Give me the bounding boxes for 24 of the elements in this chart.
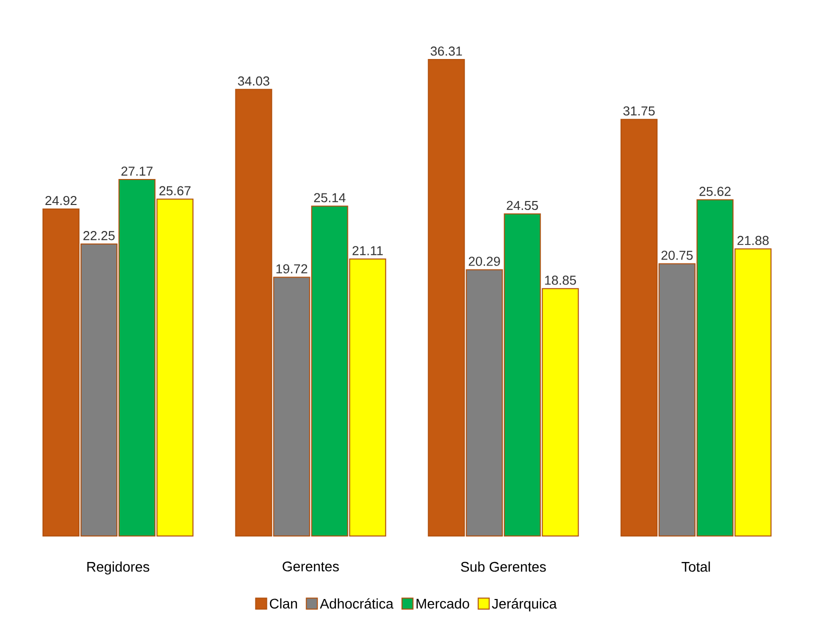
data-label: 31.75: [623, 106, 655, 116]
legend-label: Mercado: [416, 598, 470, 609]
data-label: 34.03: [238, 76, 270, 86]
legend-label: Clan: [270, 598, 297, 609]
data-label: 19.72: [276, 264, 308, 274]
data-label: 25.67: [159, 186, 191, 196]
data-label: 20.29: [468, 256, 500, 266]
data-label: 25.14: [314, 193, 346, 202]
x-tick-label: Sub Gerentes: [460, 562, 546, 572]
legend-label: Jerárquica: [492, 598, 557, 612]
x-tick-label: Regidores: [87, 562, 150, 575]
data-label: 22.25: [83, 231, 115, 240]
data-label: 25.62: [699, 186, 731, 196]
data-label: 36.31: [430, 46, 462, 56]
data-label: 21.11: [352, 246, 383, 256]
x-tick-label: Total: [682, 562, 710, 572]
data-label: 24.55: [506, 200, 538, 210]
x-tick-label: Gerentes: [282, 562, 339, 572]
data-label: 20.75: [661, 250, 693, 260]
data-label: 24.92: [45, 196, 77, 206]
legend-label: Adhocrática: [320, 598, 394, 609]
data-label: 27.17: [121, 166, 153, 176]
data-label: 18.85: [545, 276, 576, 285]
data-label: 21.88: [737, 236, 769, 246]
